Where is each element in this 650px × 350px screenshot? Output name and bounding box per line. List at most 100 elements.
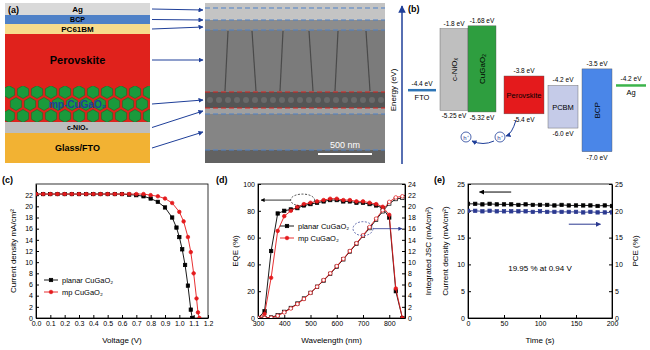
data-point [192, 272, 196, 276]
layer [5, 24, 150, 34]
tick-mark [609, 184, 612, 185]
tick: 0.2 [60, 315, 70, 327]
data-point [263, 312, 267, 316]
tick-label: 0.9 [161, 320, 171, 327]
tick-label: 20 [408, 203, 416, 210]
particle [10, 98, 21, 111]
energy-axis [401, 6, 403, 164]
sem-particle [378, 97, 384, 103]
legend-label: planar CuGaO₂ [298, 222, 349, 231]
sem-particle [252, 97, 258, 103]
sem-particle [288, 97, 294, 103]
tick: 20 [609, 208, 623, 215]
tick: 0.4 [89, 315, 99, 327]
x-axis-title: Time (s) [525, 336, 554, 345]
panel-label: (d) [216, 175, 228, 185]
sem-particle [279, 97, 285, 103]
panel-label: (a) [8, 5, 19, 15]
sem-particle [261, 97, 267, 103]
tick-mark [363, 315, 364, 318]
tick: 22 [25, 192, 39, 199]
data-point [495, 203, 498, 206]
data-point [263, 316, 266, 318]
tick: 10 [402, 259, 416, 266]
data-point [41, 192, 45, 196]
tick-label: 8 [29, 270, 33, 277]
particle [31, 86, 42, 99]
tick-label: 100 [535, 320, 547, 327]
pointer-arrow [152, 132, 203, 148]
tick-mark [468, 291, 471, 292]
data-point [195, 297, 199, 301]
sem-particle [234, 97, 240, 103]
data-point [196, 311, 200, 315]
tick-mark [540, 315, 541, 318]
x-axis-title: Wavelength (nm) [301, 336, 362, 345]
series-markers [36, 192, 194, 318]
data-point [502, 210, 505, 213]
tick: 2 [29, 304, 39, 311]
tick: 0 [609, 315, 619, 322]
tick-mark [36, 285, 39, 286]
data-point [553, 210, 556, 213]
layer-label: BCP [70, 16, 85, 23]
tick-label: 20 [457, 208, 465, 215]
tick: 12 [25, 248, 39, 255]
grain-boundary [309, 31, 313, 91]
sem-particle [306, 97, 312, 103]
pointer-arrow [261, 200, 291, 201]
tick: 18 [25, 214, 39, 221]
axis-line [259, 318, 406, 319]
tick-label: 40 [247, 261, 255, 268]
tick-label: 100 [243, 181, 255, 188]
level-name: c-NiOₓ [450, 58, 459, 81]
data-point [282, 311, 286, 315]
tick-mark [50, 315, 51, 318]
plot-frame [36, 184, 208, 318]
band-box [548, 85, 578, 128]
data-point [84, 192, 88, 196]
tick-label: 25 [615, 181, 623, 188]
level-name: FTO [415, 93, 430, 102]
tick-label: 0.8 [146, 320, 156, 327]
data-point [603, 204, 606, 207]
sem-particle [333, 97, 339, 103]
tick: 20 [25, 203, 39, 210]
data-point [77, 192, 80, 195]
legend: planar CuGaO₂mp CuGaO₂ [280, 222, 349, 243]
data-point [127, 192, 131, 196]
energy-label: -5.32 eV [470, 114, 495, 121]
tick-label: 150 [571, 320, 583, 327]
tick: 1.2 [204, 315, 214, 327]
particle [108, 98, 119, 111]
data-point [49, 192, 52, 195]
data-point [156, 200, 159, 203]
data-point [401, 316, 405, 318]
data-point [198, 316, 202, 318]
data-point [322, 279, 325, 282]
data-point [315, 200, 319, 204]
tick-label: 0.2 [60, 320, 70, 327]
tick: 6 [29, 281, 39, 288]
x-axis-title: Voltage (V) [102, 336, 142, 345]
data-point [170, 201, 174, 205]
series-markers [258, 194, 404, 318]
axis-line [405, 185, 406, 319]
tick: 14 [25, 237, 39, 244]
tick-mark [108, 315, 109, 318]
data-point [387, 200, 391, 204]
data-point [538, 203, 541, 206]
series-line [36, 194, 192, 318]
data-point [610, 211, 612, 214]
tick-mark [258, 238, 261, 239]
tick-label: 24 [408, 181, 416, 188]
tick-label: 15 [615, 234, 623, 241]
layer [5, 15, 150, 24]
data-point [322, 278, 326, 282]
tick-mark [468, 264, 471, 265]
axis-title: Energy (eV) [389, 68, 398, 111]
boundary-line [205, 92, 385, 93]
tick: 20 [457, 208, 471, 215]
tick-mark [258, 184, 261, 185]
series-line [36, 194, 199, 318]
